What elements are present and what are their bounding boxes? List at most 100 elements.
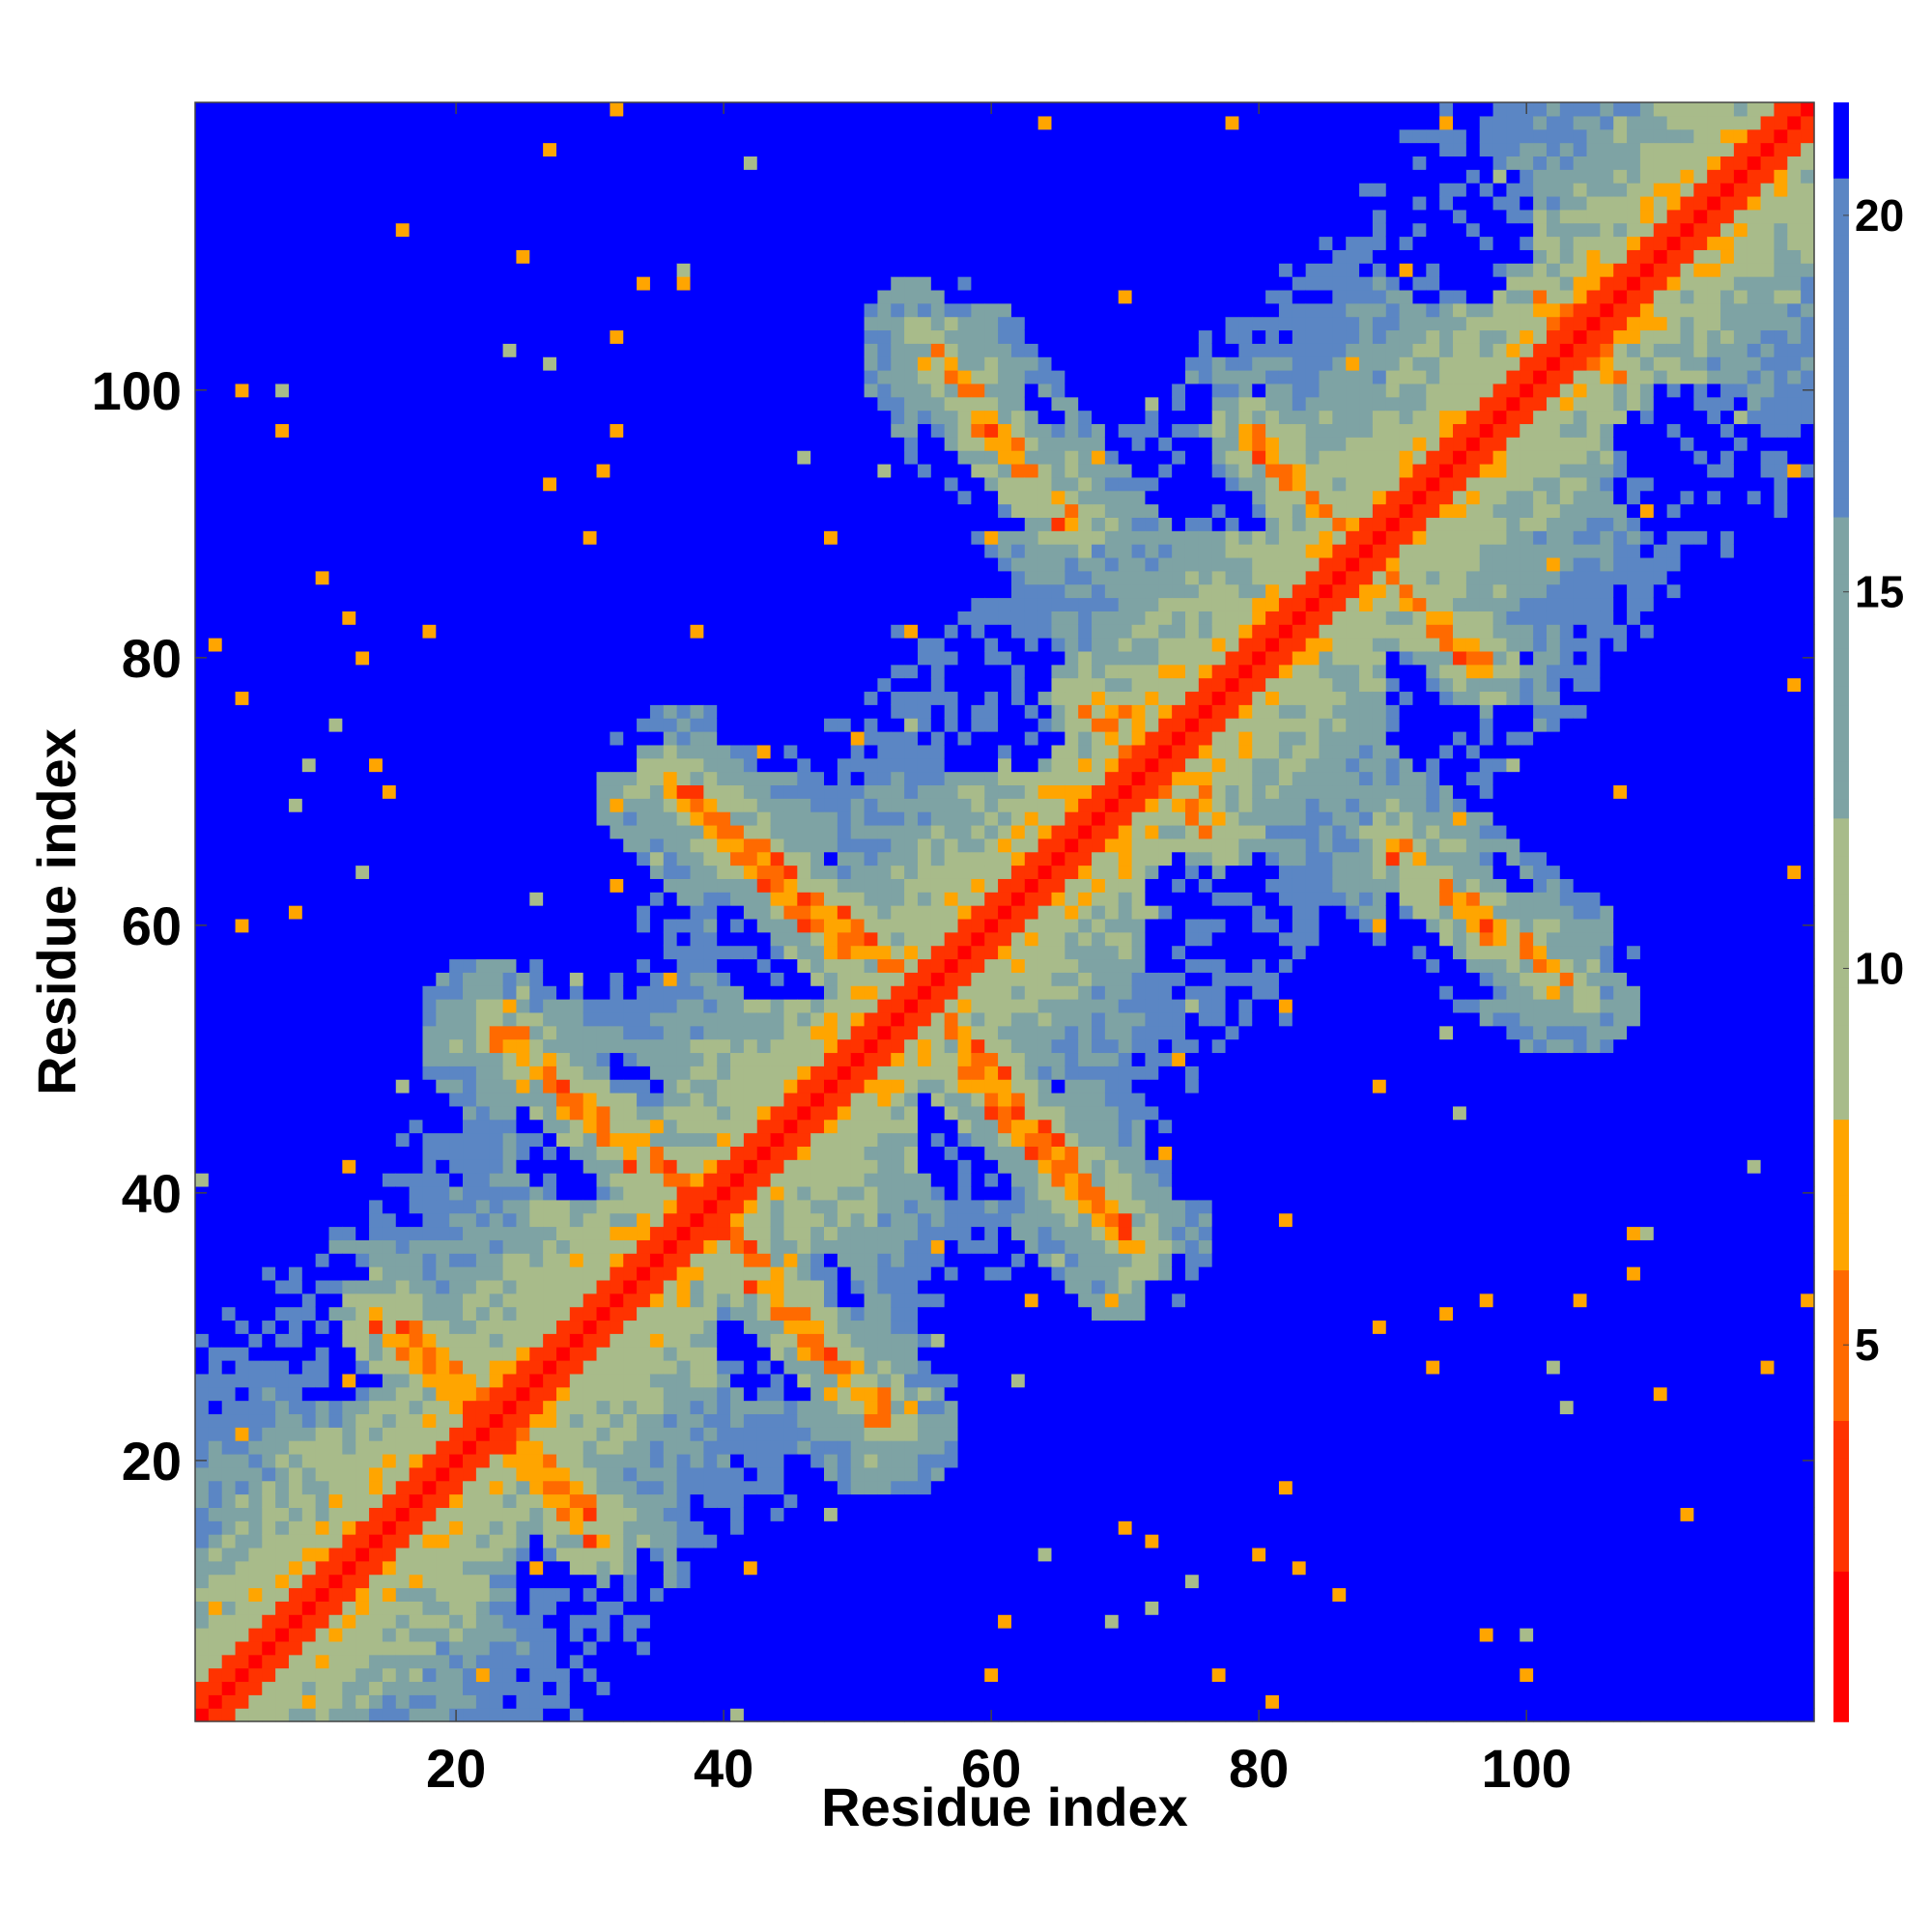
heatmap-cell [610,156,624,170]
heatmap-cell [275,1427,290,1441]
heatmap-cell [569,1453,584,1468]
heatmap-cell [623,1601,638,1615]
heatmap-cell [382,115,397,130]
heatmap-cell [342,1266,356,1281]
heatmap-cell [676,1132,692,1147]
heatmap-cell [342,169,356,184]
heatmap-cell [248,1654,263,1669]
heatmap-cell [623,757,638,773]
heatmap-cell [663,1587,678,1602]
heatmap-cell [569,650,584,666]
heatmap-cell [328,1654,343,1669]
heatmap-cell [355,249,370,264]
heatmap-cell [529,1239,544,1254]
heatmap-cell [475,1453,491,1468]
heatmap-cell [382,236,397,250]
heatmap-cell [730,784,745,799]
heatmap-cell [569,1440,584,1455]
heatmap-cell [475,1520,491,1535]
heatmap-cell [529,1681,544,1695]
heatmap-cell [315,544,330,558]
heatmap-cell [369,1440,384,1455]
heatmap-cell [235,771,249,786]
heatmap-cell [502,972,518,986]
heatmap-cell [275,517,290,531]
heatmap-cell [703,1199,718,1214]
heatmap-cell [315,972,330,986]
heatmap-cell [730,1681,745,1695]
heatmap-cell [355,611,370,625]
heatmap-cell [623,1547,638,1562]
heatmap-cell [275,236,290,250]
heatmap-cell [690,744,704,759]
heatmap-cell [369,1614,384,1629]
heatmap-cell [475,530,491,545]
heatmap-cell [235,156,249,170]
heatmap-cell [516,1587,530,1602]
heatmap-cell [342,289,356,304]
heatmap-cell [516,1185,530,1201]
heatmap-cell [436,1025,450,1040]
heatmap-cell [382,638,397,652]
heatmap-cell [409,463,424,478]
heatmap-cell [195,638,210,652]
heatmap-cell [248,383,263,398]
heatmap-cell [208,316,223,331]
heatmap-cell [208,1681,223,1695]
heatmap-cell [275,263,290,277]
heatmap-cell [676,1092,692,1107]
heatmap-cell [248,918,263,933]
heatmap-cell [449,744,464,759]
heatmap-cell [235,1520,249,1535]
heatmap-cell [235,329,249,344]
heatmap-cell [328,1306,343,1321]
heatmap-cell [449,892,464,906]
heatmap-cell [623,289,638,304]
heatmap-cell [516,1333,530,1348]
heatmap-cell [422,329,437,344]
heatmap-cell [596,1628,611,1642]
heatmap-cell [663,718,678,732]
heatmap-cell [235,1386,249,1402]
heatmap-cell [221,918,237,933]
heatmap-cell [463,222,477,238]
heatmap-cell [262,1105,276,1121]
heatmap-cell [288,1038,303,1054]
heatmap-cell [235,1279,249,1294]
heatmap-cell [409,638,424,652]
heatmap-cell [195,851,210,867]
heatmap-cell [529,784,544,799]
heatmap-cell [516,650,530,666]
heatmap-cell [395,1373,411,1388]
heatmap-cell [489,1347,504,1361]
heatmap-cell [516,1226,530,1240]
heatmap-cell [221,744,237,759]
heatmap-cell [221,1547,237,1562]
heatmap-cell [623,691,638,705]
heatmap-cell [409,410,424,425]
heatmap-cell [449,450,464,465]
heatmap-cell [489,263,504,277]
heatmap-cell [248,985,263,1000]
heatmap-cell [690,209,704,224]
heatmap-cell [315,1601,330,1615]
heatmap-cell [382,423,397,438]
heatmap-cell [555,1614,571,1629]
heatmap-cell [355,102,370,117]
heatmap-cell [262,731,276,746]
heatmap-cell [730,851,745,867]
heatmap-cell [703,115,718,130]
heatmap-cell [195,316,210,331]
heatmap-cell [248,905,263,920]
heatmap-cell [409,1373,424,1388]
heatmap-cell [582,918,598,933]
heatmap-cell [663,156,678,170]
heatmap-cell [369,1480,384,1495]
heatmap-cell [555,142,571,156]
heatmap-cell [569,1413,584,1428]
heatmap-cell [596,704,611,719]
heatmap-cell [569,249,584,264]
heatmap-cell [582,1440,598,1455]
heatmap-cell [649,263,665,277]
